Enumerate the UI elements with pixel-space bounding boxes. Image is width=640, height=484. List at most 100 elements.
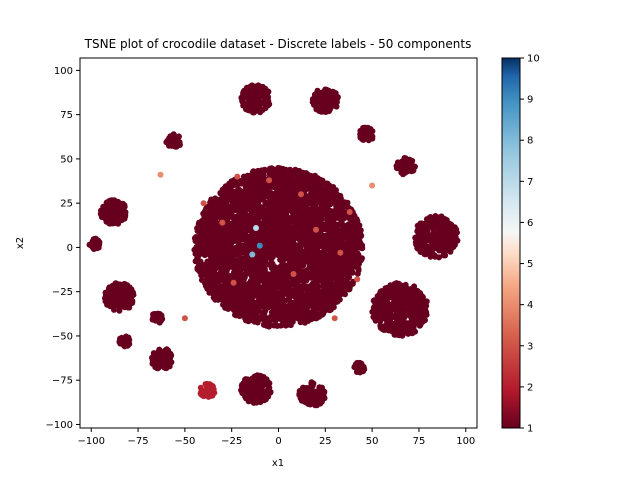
scatter-point	[255, 82, 262, 89]
scatter-point	[308, 260, 314, 267]
scatter-point	[442, 233, 449, 239]
scatter-point	[394, 307, 400, 313]
scatter-point	[401, 155, 408, 161]
scatter-point	[260, 92, 267, 99]
scatter-point	[367, 130, 374, 137]
scatter-point	[152, 315, 159, 322]
scatter-point	[106, 220, 113, 227]
scatter-point	[314, 271, 321, 278]
scatter-point	[303, 244, 310, 251]
scatter-point	[406, 323, 413, 330]
scatter-point	[260, 374, 267, 380]
scatter-point	[312, 233, 319, 240]
scatter-point	[297, 319, 304, 326]
scatter-point	[122, 334, 129, 340]
scatter-point	[394, 164, 401, 171]
scatter-point	[418, 246, 425, 253]
scatter-point	[244, 192, 251, 199]
scatter-point	[425, 216, 432, 223]
scatter-point	[249, 97, 255, 104]
scatter-point	[353, 250, 360, 256]
scatter-point	[261, 263, 268, 270]
scatter-point	[259, 397, 265, 404]
scatter-point	[114, 210, 121, 217]
scatter-point	[238, 180, 245, 187]
scatter-point	[198, 388, 205, 395]
scatter-point	[395, 280, 402, 287]
scatter-point	[204, 381, 211, 388]
scatter-point	[434, 230, 441, 237]
scatter-point	[344, 234, 351, 241]
scatter-point	[248, 379, 255, 386]
scatter-point	[411, 322, 418, 328]
scatter-point	[442, 238, 449, 245]
scatter-point	[329, 88, 336, 95]
scatter-point	[307, 385, 314, 391]
scatter-point	[448, 230, 454, 237]
scatter-point	[103, 296, 110, 303]
scatter-point	[255, 297, 262, 304]
scatter-point	[204, 223, 211, 230]
scatter-point	[408, 168, 415, 175]
scatter-point	[322, 307, 329, 314]
scatter-point	[452, 241, 458, 248]
scatter-point	[453, 226, 460, 233]
scatter-point	[205, 242, 212, 249]
scatter-point	[121, 343, 128, 350]
scatter-point	[165, 358, 172, 365]
scatter-point	[292, 303, 299, 310]
scatter-point	[121, 300, 128, 307]
scatter-point	[331, 99, 338, 106]
scatter-point	[215, 286, 222, 293]
scatter-point	[431, 235, 437, 242]
scatter-point	[152, 311, 159, 318]
scatter-point	[301, 237, 308, 244]
scatter-point	[261, 166, 268, 173]
scatter-point	[327, 276, 334, 283]
scatter-point	[398, 310, 405, 317]
scatter-point	[214, 280, 221, 287]
scatter-point	[126, 297, 133, 304]
scatter-point	[244, 233, 250, 240]
scatter-point	[202, 392, 209, 399]
scatter-point	[423, 298, 430, 305]
scatter-point	[246, 84, 253, 90]
scatter-point	[269, 253, 276, 260]
scatter-point	[318, 108, 325, 115]
scatter-point	[101, 213, 108, 220]
scatter-point	[362, 129, 369, 135]
scatter-point	[108, 197, 115, 204]
scatter-point	[431, 220, 438, 226]
scatter-point	[321, 221, 328, 228]
scatter-point	[277, 263, 284, 270]
scatter-point	[249, 398, 256, 405]
scatter-point	[253, 309, 260, 316]
scatter-point	[421, 220, 428, 227]
scatter-point	[417, 227, 424, 234]
scatter-point	[253, 102, 260, 109]
scatter-point	[195, 235, 202, 242]
scatter-point	[246, 107, 253, 114]
scatter-point	[243, 385, 250, 392]
scatter-point	[106, 285, 113, 291]
scatter-point	[159, 316, 166, 322]
scatter-point	[415, 294, 422, 301]
scatter-point	[104, 301, 111, 308]
scatter-point	[416, 306, 423, 313]
scatter-point	[114, 302, 121, 309]
scatter-point	[208, 392, 215, 399]
scatter-point	[384, 308, 390, 315]
scatter-point	[357, 131, 364, 138]
scatter-point	[109, 290, 116, 297]
scatter-point	[405, 330, 412, 337]
scatter-point	[295, 180, 302, 187]
scatter-point	[296, 247, 303, 254]
scatter-point	[408, 158, 415, 165]
scatter-point	[242, 94, 249, 101]
scatter-point	[106, 207, 113, 214]
scatter-point	[258, 302, 265, 309]
scatter-point	[330, 198, 336, 205]
scatter-point	[164, 348, 171, 355]
scatter-point	[360, 136, 367, 143]
scatter-point	[400, 324, 407, 331]
